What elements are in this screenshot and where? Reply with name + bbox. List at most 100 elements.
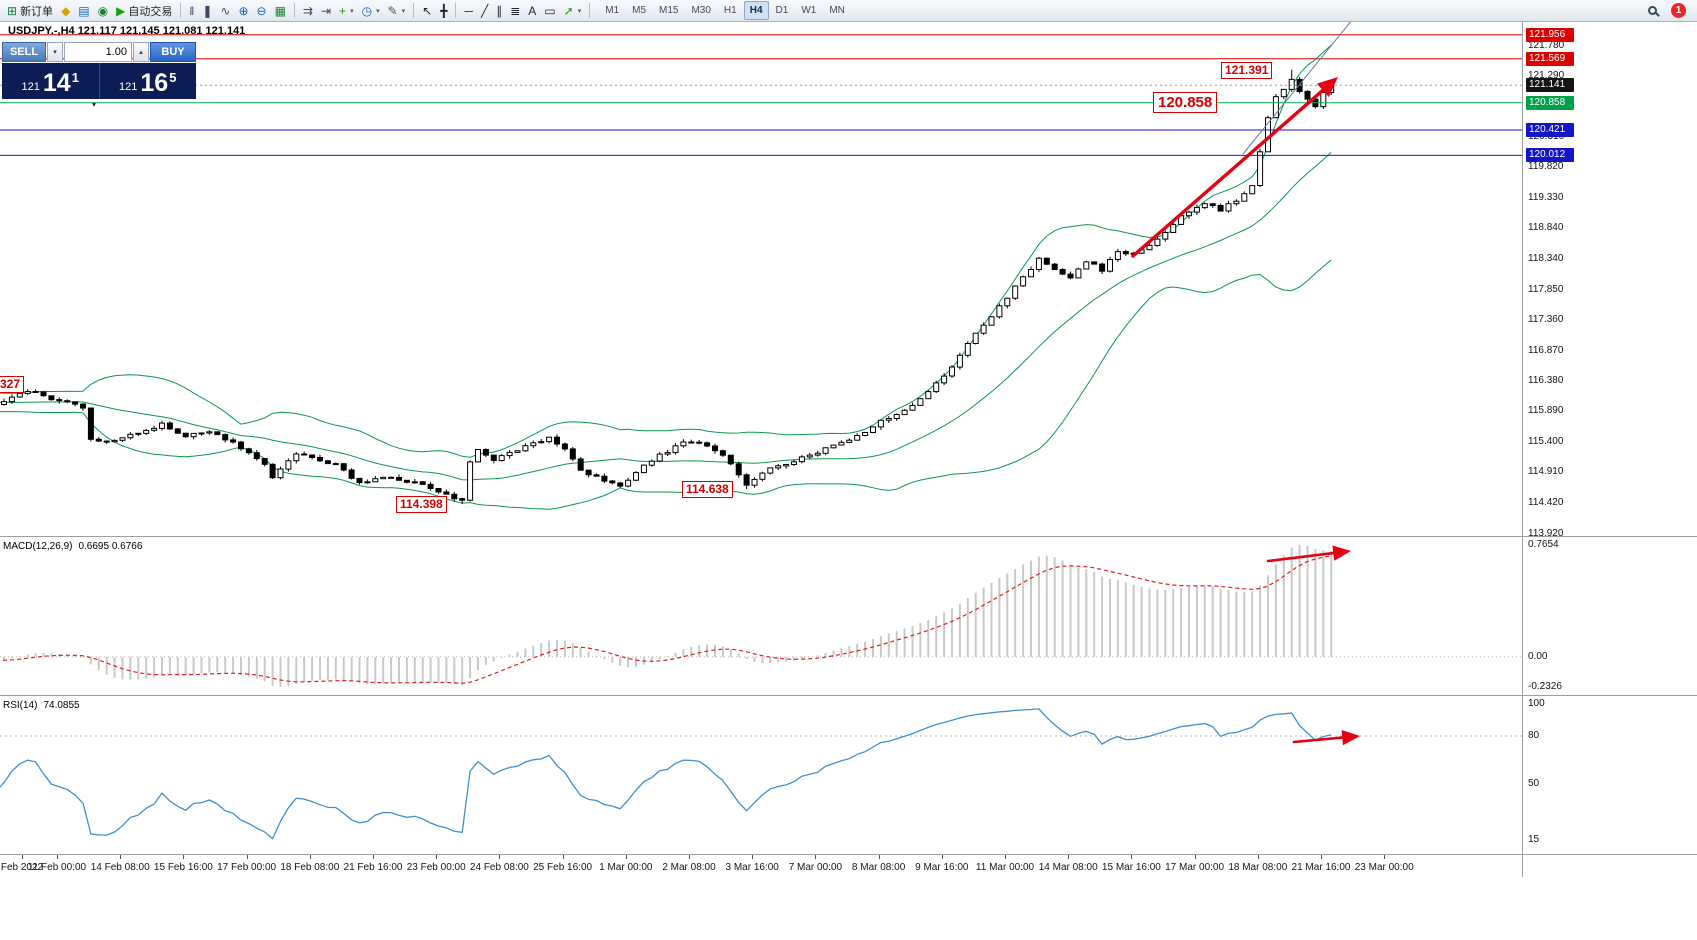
- panel-separator[interactable]: [0, 695, 1697, 696]
- tile-windows-button[interactable]: ▦: [271, 1, 290, 20]
- time-tick: [436, 855, 438, 859]
- text-tool-button[interactable]: A: [524, 1, 540, 20]
- panel-separator[interactable]: [0, 536, 1697, 537]
- time-axis[interactable]: Feb 2022 11 Feb 00:00 14 Feb 08:00 15 Feb 1…: [0, 855, 1697, 877]
- toolbar-separator: [589, 3, 591, 18]
- dropdown-arrow-icon: ▾: [401, 7, 406, 15]
- label-tool-button[interactable]: ▭: [540, 1, 559, 20]
- main-chart-canvas[interactable]: [0, 22, 1522, 536]
- toolbar-separator: [180, 3, 182, 18]
- indicator-axis-label: 80: [1528, 730, 1540, 741]
- timeframe-m5[interactable]: M5: [632, 5, 647, 16]
- auto-trading-button-label: 自动交易: [128, 5, 173, 18]
- timeframe-m1[interactable]: M1: [605, 5, 620, 16]
- price-tick: 118.840: [1528, 222, 1564, 234]
- fibonacci-tool-button[interactable]: ≣: [506, 1, 524, 20]
- indicators-button[interactable]: + ▾: [335, 1, 358, 20]
- volume-input[interactable]: [64, 42, 132, 62]
- price-tick: 114.910: [1528, 466, 1564, 478]
- time-tick: [183, 855, 185, 859]
- metae ditor-icon: ◆: [61, 3, 71, 18]
- timeframe-m30[interactable]: M30: [691, 5, 711, 16]
- time-tick: [941, 855, 943, 859]
- indicator-axis-label: 0.7654: [1528, 539, 1559, 550]
- price-tick: 121.290: [1528, 70, 1565, 81]
- sell-button[interactable]: SELL: [2, 42, 46, 62]
- market-watch-icon: ▤: [78, 3, 90, 18]
- volume-stepper-button[interactable]: ▴: [133, 42, 149, 62]
- price-tick: 115.400: [1528, 435, 1564, 447]
- timeframe-w1[interactable]: W1: [801, 5, 817, 16]
- macd-panel-canvas[interactable]: [0, 537, 1522, 695]
- time-label: 11 Mar 00:00: [975, 862, 1035, 873]
- price-tick: 119.330: [1528, 191, 1564, 203]
- collapse-panel-icon[interactable]: ▾: [92, 100, 97, 109]
- price-tick: 118.340: [1528, 253, 1564, 265]
- time-tick: [1005, 855, 1006, 859]
- auto-scroll-button[interactable]: ⇉: [299, 1, 317, 20]
- buy-button[interactable]: BUY: [150, 42, 196, 62]
- time-label: 21 Mar 16:00: [1291, 862, 1351, 873]
- ask-prefix: 121: [119, 81, 138, 93]
- candlestick-chart-button[interactable]: ❚: [198, 1, 216, 20]
- cursor-icon: ↖: [422, 3, 433, 18]
- auto-trading-button[interactable]: ▶ 自动交易: [112, 1, 176, 20]
- trendline-tool-button[interactable]: ╱: [477, 1, 492, 20]
- text-tool-icon: A: [528, 3, 537, 18]
- price-annotation: 121.391: [1221, 62, 1273, 79]
- new-order-button[interactable]: ⊞ 新订单: [3, 1, 57, 20]
- cursor-button[interactable]: ↖: [418, 1, 436, 20]
- hline-tool-button[interactable]: ─: [460, 1, 477, 20]
- price-tick: 114.420: [1528, 496, 1564, 508]
- timeframe-d1[interactable]: D1: [775, 5, 789, 16]
- toolbar-separator: [455, 3, 457, 18]
- metae ditor-button[interactable]: ◆: [57, 1, 74, 20]
- toolbar-separator: [293, 3, 295, 18]
- line-chart-button[interactable]: ∿: [216, 1, 234, 20]
- rsi-panel-canvas[interactable]: [0, 696, 1522, 854]
- candlestick-chart-icon: ❚: [202, 3, 213, 18]
- time-label: 18 Mar 08:00: [1228, 862, 1288, 873]
- volume-dropdown-button[interactable]: ▾: [47, 42, 63, 62]
- notification-badge[interactable]: 1: [1671, 3, 1686, 18]
- price-annotation: 120.858: [1153, 92, 1218, 113]
- chart-shift-button[interactable]: ⇥: [317, 1, 335, 20]
- price-tick: 121.780: [1528, 39, 1565, 51]
- time-tick: [1194, 855, 1196, 859]
- price-badge: 120.012: [1526, 148, 1574, 163]
- time-tick: [1321, 855, 1322, 859]
- arrows-tool-button[interactable]: ➚ ▾: [560, 1, 586, 20]
- bar-chart-icon: ‖: [189, 3, 195, 18]
- new-order-button-label: 新订单: [20, 5, 54, 18]
- new-order-icon: ⊞: [7, 3, 18, 18]
- search-button[interactable]: [1644, 1, 1661, 20]
- bid-pip-digit: 1: [71, 70, 79, 85]
- templates-button[interactable]: ✎ ▾: [384, 1, 410, 20]
- navigator-button[interactable]: ◉: [94, 1, 112, 20]
- crosshair-button[interactable]: ╋: [436, 1, 451, 20]
- time-tick: [815, 855, 817, 859]
- bar-chart-button[interactable]: ‖: [185, 1, 198, 20]
- periods-button[interactable]: ◷ ▾: [358, 1, 384, 20]
- timeframe-h4[interactable]: H4: [743, 1, 769, 20]
- market-watch-button[interactable]: ▤: [74, 1, 93, 20]
- channel-tool-button[interactable]: ∥: [492, 1, 506, 20]
- timeframe-mn[interactable]: MN: [829, 5, 845, 16]
- indicators-icon: +: [339, 3, 347, 18]
- indicator-axis-label: -0.2326: [1528, 681, 1562, 692]
- timeframe-m15[interactable]: M15: [659, 5, 679, 16]
- ask-pip-digit: 5: [169, 70, 177, 85]
- macd-name: MACD(12,26,9): [3, 541, 73, 552]
- timeframe-h1[interactable]: H1: [723, 5, 737, 16]
- zoom-out-button[interactable]: ⊖: [253, 1, 271, 20]
- zoom-out-icon: ⊖: [256, 3, 267, 18]
- toolbar-buttons: ⊞ 新订单 ◆ ▤ ◉ ▶ 自动交易 ‖ ❚ ∿ ⊕ ⊖ ▦ ⇉ ⇥ + ▾ ◷ ▾ ✎ ▾ ↖ ╋ ─ ╱ ∥ ≣ A ▭ ➚ ▾: [3, 1, 585, 20]
- time-label: 1 Mar 00:00: [599, 862, 653, 873]
- zoom-in-button[interactable]: ⊕: [234, 1, 252, 20]
- time-tick: [1257, 855, 1259, 859]
- price-axis[interactable]: 121.780121.290120.800120.310119.820119.3…: [1523, 22, 1697, 877]
- price-tick: 117.850: [1528, 283, 1564, 295]
- time-tick: [625, 855, 627, 859]
